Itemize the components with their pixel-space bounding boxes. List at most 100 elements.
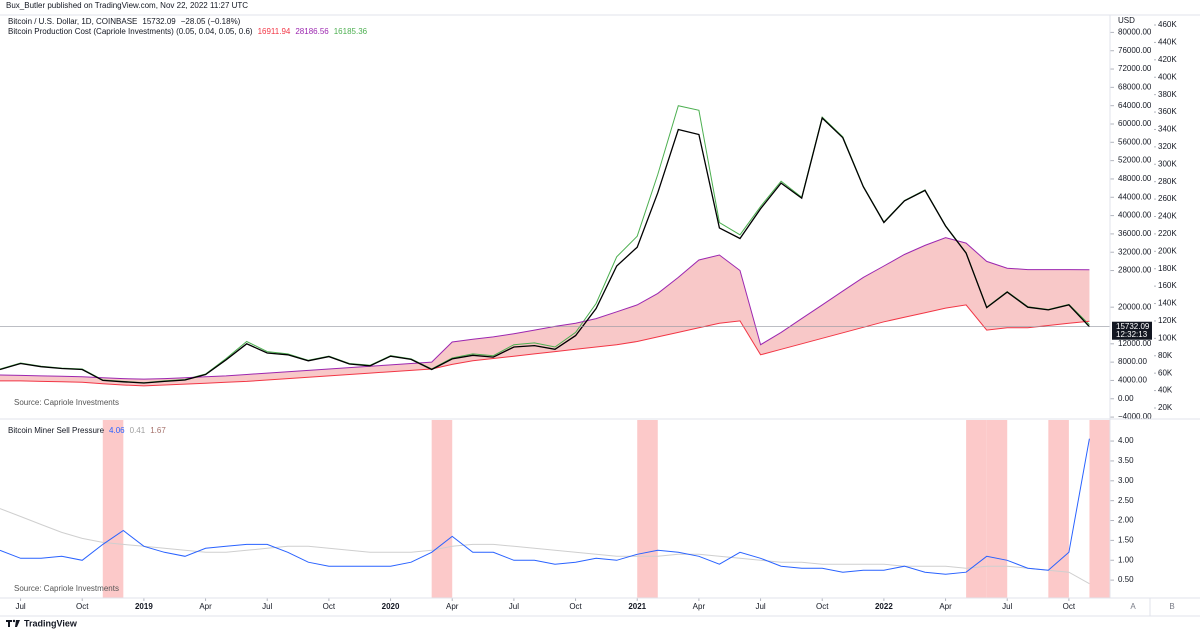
y-tick-label: 32000.00 [1118, 247, 1152, 256]
y2-tick-label: 140K [1158, 299, 1177, 308]
y-tick-label: 3.50 [1118, 456, 1134, 465]
y2-tick-label: 280K [1158, 177, 1177, 186]
x-tick-label: Apr [446, 602, 459, 611]
y-tick-label: 80000.00 [1118, 28, 1152, 37]
highlight-range [637, 420, 658, 598]
y2-tick-label: 200K [1158, 246, 1177, 255]
x-tick-label: Jul [262, 602, 272, 611]
legend-value: 1.67 [150, 426, 166, 435]
y2-tick-label: 260K [1158, 194, 1177, 203]
series-line [0, 237, 1090, 380]
highlight-range [431, 420, 453, 598]
legend-value: 16185.36 [333, 27, 368, 36]
y2-tick-label: 400K [1158, 72, 1177, 81]
indicator-legend: Bitcoin Production Cost (Capriole Invest… [8, 27, 377, 36]
y-tick-label: 20000.00 [1118, 302, 1152, 311]
y2-tick-label: 40K [1158, 386, 1173, 395]
x-tick-label: 2022 [875, 602, 893, 611]
highlight-range [1048, 420, 1069, 598]
y2-tick-label: 340K [1158, 125, 1177, 134]
x-tick-label: 2020 [382, 602, 400, 611]
series-line [0, 116, 1090, 384]
x-tick-label: 2021 [628, 602, 646, 611]
plot-layer: 80000.00 76000.00 72000.00 68000.00 64000.00… [0, 20, 1177, 611]
button-a[interactable]: A [1130, 602, 1136, 611]
y-tick-label: 44000.00 [1118, 192, 1152, 201]
y2-tick-label: 180K [1158, 264, 1177, 273]
y-tick-label: 52000.00 [1118, 156, 1152, 165]
y2-tick-label: 160K [1158, 281, 1177, 290]
y2-tick-label: 420K [1158, 55, 1177, 64]
y2-tick-label: 100K [1158, 333, 1177, 342]
highlight-range [1089, 420, 1110, 598]
button-b[interactable]: B [1169, 602, 1174, 611]
x-tick-label: Oct [569, 602, 582, 611]
series-line [0, 304, 1090, 387]
legend-value: 4.06 [109, 426, 125, 435]
y-tick-label: 36000.00 [1118, 229, 1152, 238]
indicator-title: Bitcoin Production Cost (Capriole Invest… [8, 27, 253, 36]
x-tick-label: Oct [323, 602, 336, 611]
x-tick-label: Oct [1063, 602, 1076, 611]
x-tick-label: Apr [199, 602, 212, 611]
y-tick-label: 28000.00 [1118, 266, 1152, 275]
source-note: Source: Capriole Investments [14, 398, 124, 407]
y-tick-label: 12000.00 [1118, 339, 1152, 348]
y-tick-label: 2.00 [1118, 516, 1134, 525]
x-tick-label: Jul [509, 602, 519, 611]
axis-unit: USD [1118, 16, 1135, 25]
tv-logo [6, 619, 20, 627]
source: Source: Capriole Investments [14, 398, 119, 407]
pressure-title: Bitcoin Miner Sell Pressure [8, 426, 105, 435]
y2-tick-label: 60K [1158, 368, 1173, 377]
y-tick-label: 4000.00 [1118, 376, 1147, 385]
footer-brand: TradingView [24, 618, 78, 628]
series-line [0, 508, 1090, 585]
y-tick-label: 4.00 [1118, 436, 1134, 445]
y2-tick-label: 80K [1158, 351, 1173, 360]
published: Bux_Butler published on TradingView.com,… [6, 1, 249, 10]
y-tick-label: 0.50 [1118, 575, 1134, 584]
legend-value: 28186.56 [295, 27, 329, 36]
y-tick-label: 64000.00 [1118, 101, 1152, 110]
cost-band [0, 237, 1090, 386]
x-tick-label: Oct [76, 602, 89, 611]
x-tick-label: Apr [939, 602, 952, 611]
y2-tick-label: 300K [1158, 159, 1177, 168]
price-box-label: 15732.09 [1116, 322, 1150, 331]
x-tick-label: Apr [693, 602, 706, 611]
legend-value: 0.41 [129, 426, 146, 435]
y2-tick-label: 220K [1158, 229, 1177, 238]
y2-tick-label: 380K [1158, 90, 1177, 99]
y-tick-label: 56000.00 [1118, 137, 1152, 146]
y2-tick-label: 460K [1158, 20, 1177, 29]
x-tick-label: Jul [15, 602, 25, 611]
y2-tick-label: 360K [1158, 107, 1177, 116]
y-tick-label: 76000.00 [1118, 46, 1152, 55]
y2-tick-label: 120K [1158, 316, 1177, 325]
y-tick-label: 48000.00 [1118, 174, 1152, 183]
legend-values: 4.06 0.41 1.67 [109, 426, 171, 435]
price-change: −28.05 (−0.18%) [180, 17, 241, 26]
legend-values: 16911.94 28186.56 16185.36 [258, 27, 373, 36]
y-tick-label: 60000.00 [1118, 119, 1152, 128]
y-tick-label: −4000.00 [1118, 412, 1152, 421]
last-price: 15732.09 [142, 17, 176, 26]
price-legend: Bitcoin / U.S. Dollar, 1D, COINBASE 15732… [8, 17, 245, 26]
y-tick-label: 72000.00 [1118, 64, 1152, 73]
countdown: 12:32:13 [1116, 330, 1148, 339]
source-note: Source: Capriole Investments [14, 584, 124, 593]
pressure-legend: Bitcoin Miner Sell Pressure 4.06 0.41 1.67 [8, 426, 176, 435]
y-tick-label: 1.00 [1118, 555, 1134, 564]
x-tick-label: Oct [816, 602, 829, 611]
y2-tick-label: 20K [1158, 403, 1173, 412]
highlight-range [986, 420, 1008, 598]
x-tick-label: Jul [1002, 602, 1012, 611]
y-tick-label: 3.00 [1118, 476, 1134, 485]
symbol-title: Bitcoin / U.S. Dollar, 1D, COINBASE [8, 17, 138, 26]
y-tick-label: 40000.00 [1118, 211, 1152, 220]
series-line [0, 438, 1090, 575]
y-tick-label: 8000.00 [1118, 357, 1147, 366]
